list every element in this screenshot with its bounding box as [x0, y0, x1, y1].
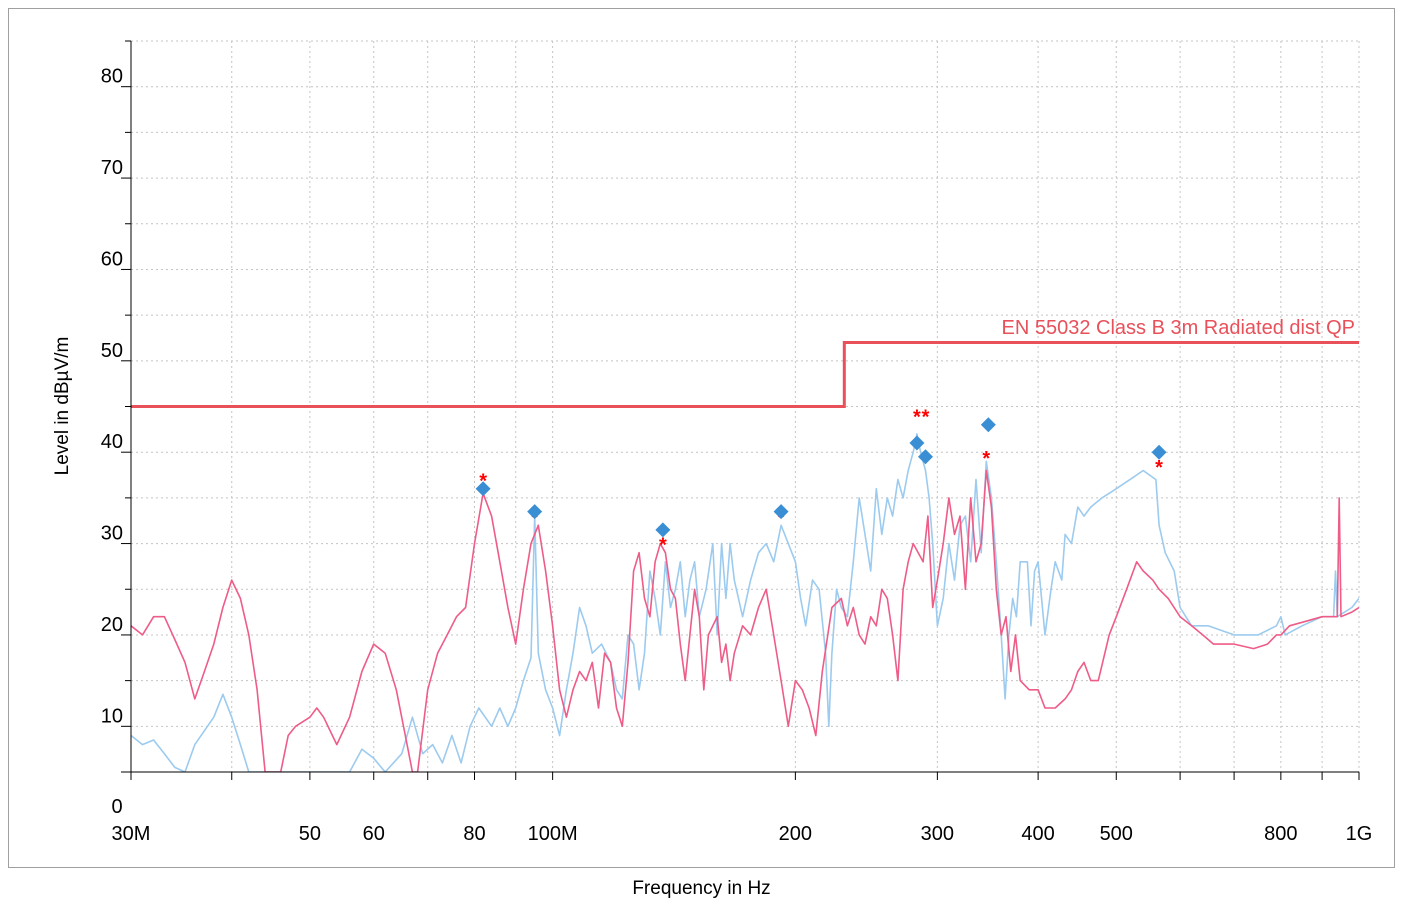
peak-marker: *	[1155, 457, 1163, 479]
x-tick-label: 100M	[528, 823, 578, 845]
x-tick-label: 200	[779, 823, 812, 845]
qp-marker	[655, 522, 671, 538]
peak-marker: *	[922, 407, 930, 429]
qp-marker	[1151, 444, 1167, 460]
x-tick-label: 400	[1021, 823, 1054, 845]
peak-marker: *	[982, 448, 990, 470]
peak-marker: *	[659, 535, 667, 557]
x-tick-label: 500	[1100, 823, 1133, 845]
y-tick-label: 30	[101, 523, 123, 545]
qp-marker	[909, 435, 925, 451]
limit-line	[131, 341, 1359, 408]
x-tick-label: 60	[363, 823, 385, 845]
y-tick-label: 40	[101, 431, 123, 453]
y-tick-label: 50	[101, 340, 123, 362]
x-tick-label: 30M	[112, 823, 151, 845]
peak-marker: *	[913, 407, 921, 429]
series-line-1	[131, 433, 1359, 772]
y-tick-label: 80	[101, 66, 123, 88]
y-tick-label-zero: 0	[111, 796, 122, 818]
limit-line-layer	[131, 341, 1359, 408]
x-tick-label: 800	[1264, 823, 1297, 845]
y-tick-label: 70	[101, 157, 123, 179]
x-tick-labels: 30M 50 60 80 100M 200 300 400 500 800 1G	[112, 823, 1373, 845]
x-tick-label: 1G	[1346, 823, 1373, 845]
y-axis-label: Level in dBµV/m	[52, 337, 73, 476]
markers-layer: ********	[475, 407, 1167, 557]
qp-marker	[773, 504, 789, 520]
x-tick-label: 300	[921, 823, 954, 845]
y-tick-labels: 80 70 60 50 40 30 20 10 0	[101, 66, 123, 818]
y-tick-label: 60	[101, 248, 123, 270]
x-axis-label: Frequency in Hz	[632, 878, 771, 899]
qp-marker	[475, 481, 491, 497]
qp-marker	[917, 449, 933, 465]
qp-marker	[527, 504, 543, 520]
y-tick-label: 10	[101, 705, 123, 727]
qp-marker	[980, 417, 996, 433]
axes	[121, 40, 1360, 780]
series-line-2	[131, 469, 1359, 772]
limit-line-label: EN 55032 Class B 3m Radiated dist QP	[1001, 317, 1355, 339]
y-tick-label: 20	[101, 614, 123, 636]
x-tick-label: 50	[299, 823, 321, 845]
series-layer	[131, 433, 1359, 772]
chart-frame	[8, 8, 1395, 868]
x-tick-label: 80	[463, 823, 485, 845]
